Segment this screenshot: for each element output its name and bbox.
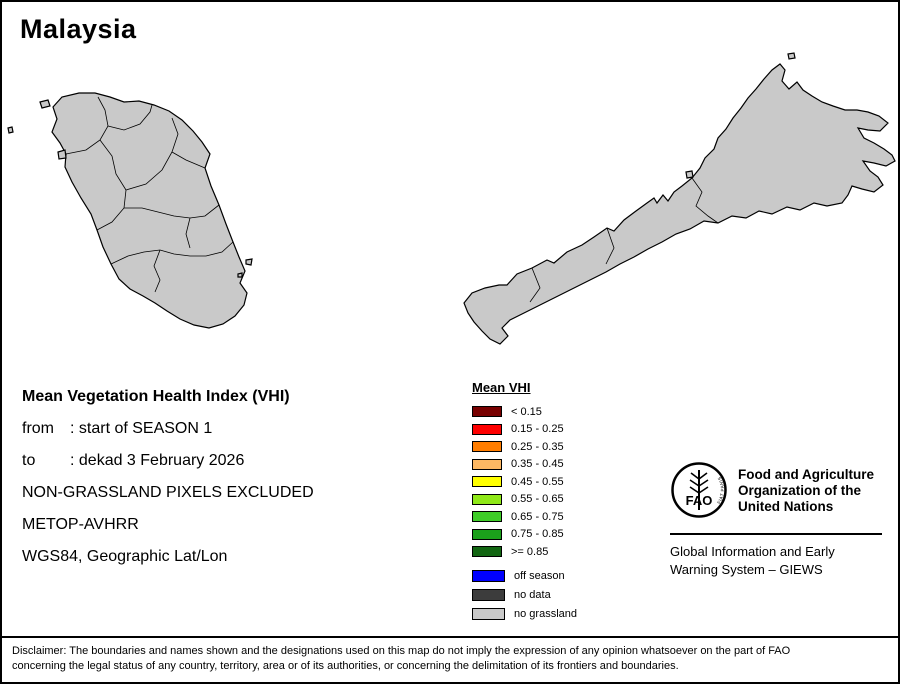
legend-swatch [472,511,502,523]
state-boundary [529,267,541,303]
legend-swatch [472,607,505,620]
fao-org-line: Food and Agriculture [738,467,874,482]
legend-label: 0.65 - 0.75 [511,510,564,523]
east-malaysia-landmass [463,63,896,345]
state-boundary [124,204,220,219]
legend-swatch [472,569,505,582]
legend-label: >= 0.85 [511,545,549,558]
legend-label: off season [514,569,565,582]
svg-text:FAO: FAO [686,493,713,508]
peninsular-malaysia-landmass [51,92,248,329]
island [245,258,253,266]
vhi-legend: Mean VHI < 0.15 0.15 - 0.25 0.25 - 0.35 … [472,380,564,561]
fao-org-line: Organization of the [738,483,861,498]
info-from-value: : start of SEASON 1 [70,420,213,437]
legend-row: no data [472,585,577,604]
legend-swatch [472,441,502,453]
legend-swatch [472,546,502,558]
state-boundary [159,241,234,257]
legend-row: 0.55 - 0.65 [472,491,564,509]
legend-row: < 0.15 [472,403,564,421]
island [39,99,51,109]
island [787,52,796,60]
giews-line: Warning System – GIEWS [670,562,823,577]
fao-divider-line [670,533,882,535]
legend-row: 0.25 - 0.35 [472,438,564,456]
map-info-block: Mean Vegetation Health Index (VHI) from … [22,388,314,566]
info-to-label: to [22,452,36,469]
island [57,149,67,160]
legend-label: 0.35 - 0.45 [511,458,564,471]
disclaimer-line: concerning the legal status of any count… [12,660,679,672]
legend-label: no data [514,588,551,601]
giews-caption: Global Information and Early Warning Sys… [670,543,884,579]
fao-org-line: United Nations [738,499,834,514]
info-to-value: : dekad 3 February 2026 [70,452,245,469]
giews-line: Global Information and Early [670,544,835,559]
state-boundary [691,177,719,224]
fao-logo-row: FAO FIAT PANIS Food and Agriculture Orga… [670,461,884,519]
island [7,126,14,134]
legend-title: Mean VHI [472,380,531,395]
island [237,272,243,278]
svg-text:FIAT PANIS: FIAT PANIS [716,475,725,504]
info-from-label: from [22,420,54,437]
legend-row: no grassland [472,604,577,623]
legend-label: 0.45 - 0.55 [511,475,564,488]
map-info-heading: Mean Vegetation Health Index (VHI) [22,388,290,405]
legend-swatch [472,406,502,418]
state-boundary [605,227,615,265]
state-boundary [110,249,161,265]
legend-label: no grassland [514,607,577,620]
state-boundary [185,217,191,249]
legend-row: 0.45 - 0.55 [472,473,564,491]
fao-logo-icon: FAO FIAT PANIS [671,462,727,518]
legend-label: 0.15 - 0.25 [511,423,564,436]
malaysia-map-canvas [7,52,896,345]
state-boundary [153,249,161,293]
legend-label: 0.75 - 0.85 [511,528,564,541]
legend-row: 0.65 - 0.75 [472,508,564,526]
legend-label: 0.25 - 0.35 [511,440,564,453]
legend-label: 0.55 - 0.65 [511,493,564,506]
info-projection-line: WGS84, Geographic Lat/Lon [22,548,228,565]
page-title: Malaysia [20,14,137,44]
legend-row: 0.15 - 0.25 [472,421,564,439]
info-from-line: from : start of SEASON 1 [22,420,314,438]
legend-swatch [472,588,505,601]
state-boundary [65,96,109,155]
fao-branding-block: FAO FIAT PANIS Food and Agriculture Orga… [670,461,884,579]
legend-label: < 0.15 [511,405,542,418]
legend-swatch [472,493,502,505]
disclaimer-line: Disclaimer: The boundaries and names sho… [12,645,791,657]
legend-row: off season [472,566,577,585]
legend-swatch [472,528,502,540]
extra-legend: off season no data no grassland [472,566,577,623]
legend-swatch [472,423,502,435]
legend-row: 0.75 - 0.85 [472,526,564,544]
legend-row: >= 0.85 [472,543,564,561]
state-boundary [171,151,206,169]
info-excluded-line: NON-GRASSLAND PIXELS EXCLUDED [22,484,314,501]
disclaimer-text: Disclaimer: The boundaries and names sho… [2,636,898,682]
state-boundary [125,117,179,191]
fao-organization-name: Food and Agriculture Organization of the… [738,467,874,515]
info-sensor-line: METOP-AVHRR [22,516,139,533]
island [685,170,694,179]
legend-swatch [472,458,502,470]
info-to-line: to : dekad 3 February 2026 [22,452,314,470]
legend-row: 0.35 - 0.45 [472,456,564,474]
state-boundary [107,104,153,131]
legend-swatch [472,476,502,488]
